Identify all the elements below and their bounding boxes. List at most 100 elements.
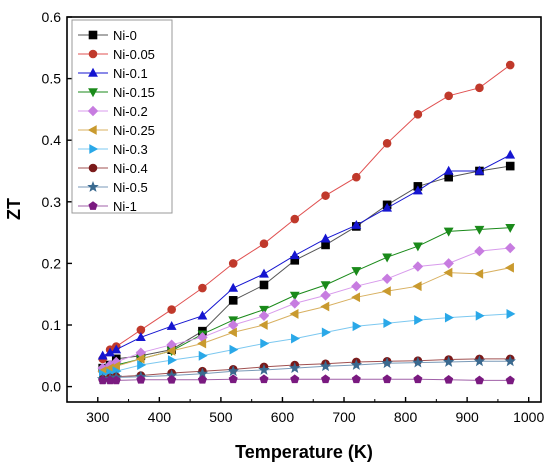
legend-item: Ni-1 <box>78 199 137 214</box>
data-point <box>504 355 516 367</box>
data-point <box>167 305 176 314</box>
data-point <box>258 310 270 321</box>
data-point <box>443 165 454 175</box>
data-point <box>320 281 331 291</box>
legend-label: Ni-1 <box>113 199 137 214</box>
data-point <box>290 214 300 224</box>
data-point <box>505 375 515 385</box>
data-point <box>474 268 484 279</box>
data-point <box>320 290 331 301</box>
legend-box <box>71 19 173 214</box>
series-line <box>102 227 511 372</box>
data-point <box>444 312 454 323</box>
data-point <box>442 355 455 367</box>
data-point <box>290 374 300 384</box>
data-point <box>382 374 392 384</box>
x-tick-label: 700 <box>332 409 356 425</box>
legend-marker <box>87 180 99 192</box>
data-point <box>258 363 270 375</box>
data-point <box>135 353 145 364</box>
legend-item: Ni-0.25 <box>78 123 155 138</box>
series-line <box>102 313 511 375</box>
legend-marker <box>88 49 98 59</box>
legend-label: Ni-0.5 <box>113 180 148 195</box>
x-tick-label: 300 <box>86 409 110 425</box>
data-point <box>412 261 424 272</box>
y-axis-title: ZT <box>4 198 24 220</box>
data-point <box>504 242 516 254</box>
data-point <box>289 362 301 374</box>
legend-label: Ni-0.3 <box>113 142 148 157</box>
legend-item: Ni-0.5 <box>78 180 148 195</box>
data-point <box>228 374 238 384</box>
data-point <box>227 365 239 377</box>
legend: Ni-0 Ni-0.05 Ni-0.1 Ni-0.15 Ni-0.2 Ni-0.25 Ni-… <box>71 19 173 214</box>
data-point <box>320 301 330 312</box>
data-point <box>505 223 516 233</box>
data-point <box>259 374 269 384</box>
data-point <box>383 318 393 329</box>
legend-label: Ni-0.4 <box>113 161 148 176</box>
data-point <box>259 268 269 278</box>
data-point <box>197 375 207 384</box>
data-point <box>412 281 422 292</box>
series-ni-1 <box>98 374 515 385</box>
legend-item: Ni-0.3 <box>78 142 148 157</box>
legend-label: Ni-0 <box>113 28 137 43</box>
x-tick-label: 500 <box>209 409 233 425</box>
data-point <box>320 233 331 243</box>
data-point <box>321 374 331 384</box>
y-tick-label: 0.4 <box>42 132 62 148</box>
x-tick-label: 1000 <box>513 409 544 425</box>
x-axis-title: Temperature (K) <box>235 442 373 462</box>
data-point <box>135 332 146 342</box>
data-point <box>443 227 454 237</box>
x-tick-label: 400 <box>148 409 172 425</box>
data-point <box>260 338 270 349</box>
data-point <box>111 344 122 354</box>
data-point <box>321 327 331 338</box>
data-point <box>413 374 423 384</box>
data-point <box>289 298 300 309</box>
data-point <box>136 375 146 384</box>
data-point <box>504 262 514 273</box>
data-point <box>381 357 393 369</box>
data-point <box>97 350 108 360</box>
series-layer <box>96 60 516 385</box>
series-ni-0-25 <box>97 262 514 377</box>
legend-item: Ni-0.15 <box>78 85 155 100</box>
legend-label: Ni-0.1 <box>113 66 148 81</box>
data-point <box>166 345 176 356</box>
series-ni-0-2 <box>97 242 516 374</box>
data-point <box>381 286 391 297</box>
series-line <box>102 378 511 381</box>
data-point <box>351 374 361 384</box>
series-line <box>102 247 511 369</box>
data-point <box>289 291 300 301</box>
legend-marker <box>88 67 98 77</box>
data-point <box>505 60 515 70</box>
series-line <box>102 154 511 357</box>
data-point <box>167 355 177 366</box>
data-point <box>319 360 332 372</box>
data-point <box>352 172 361 182</box>
series-ni-0-1 <box>97 149 516 360</box>
data-point <box>474 375 484 385</box>
legend-item: Ni-0.2 <box>78 104 148 119</box>
data-point <box>137 360 147 370</box>
data-point <box>227 327 237 338</box>
legend-label: Ni-0.2 <box>113 104 148 119</box>
data-point <box>443 258 454 269</box>
data-point <box>474 165 485 175</box>
data-point <box>228 282 239 292</box>
data-point <box>352 321 362 332</box>
data-point <box>291 333 300 344</box>
data-point <box>259 239 269 248</box>
data-point <box>474 245 485 257</box>
x-tick-label: 800 <box>394 409 418 425</box>
data-point <box>475 83 484 93</box>
data-point <box>382 138 392 148</box>
data-point <box>443 267 453 278</box>
data-point <box>259 280 269 290</box>
